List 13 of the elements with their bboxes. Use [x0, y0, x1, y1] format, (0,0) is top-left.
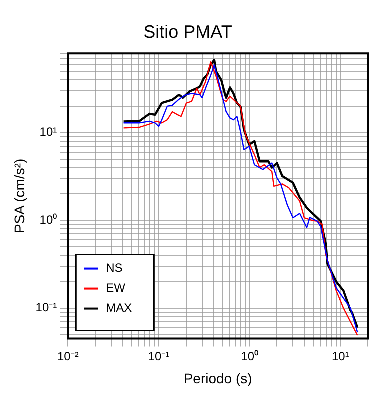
y-axis-title: PSA (cm/s²) — [11, 158, 28, 234]
x-tick-label: 10⁻² — [57, 349, 79, 364]
y-tick-label: 10⁰ — [40, 212, 58, 227]
legend-label: MAX — [106, 301, 132, 316]
legend-label: EW — [106, 281, 126, 296]
x-tick-label: 10⁰ — [241, 349, 258, 364]
legend-label: NS — [106, 261, 123, 276]
y-tick-label: 10⁻¹ — [36, 300, 58, 315]
x-tick-label: 10¹ — [332, 349, 350, 364]
y-tick-label: 10¹ — [40, 125, 58, 140]
x-tick-label: 10⁻¹ — [148, 349, 170, 364]
x-axis-title: Periodo (s) — [184, 370, 252, 386]
chart-title: Sitio PMAT — [144, 22, 232, 42]
